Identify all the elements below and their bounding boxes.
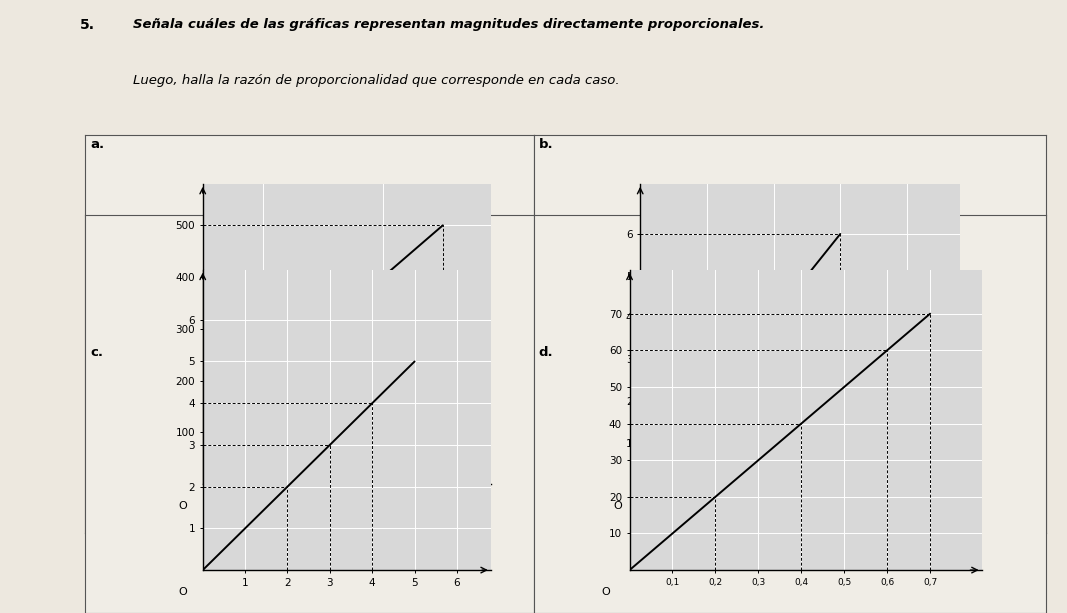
Text: O: O	[614, 501, 622, 511]
Text: 5.: 5.	[80, 18, 95, 32]
Text: b.: b.	[539, 138, 554, 151]
Text: a.: a.	[91, 138, 105, 151]
Text: d.: d.	[539, 346, 554, 359]
Text: O: O	[602, 587, 610, 596]
Text: Señala cuáles de las gráficas representan magnitudes directamente proporcionales: Señala cuáles de las gráficas representa…	[133, 18, 765, 31]
Text: c.: c.	[91, 346, 103, 359]
Text: Luego, halla la razón de proporcionalidad que corresponde en cada caso.: Luego, halla la razón de proporcionalida…	[133, 74, 620, 86]
Text: O: O	[178, 501, 187, 511]
Text: O: O	[178, 587, 187, 596]
